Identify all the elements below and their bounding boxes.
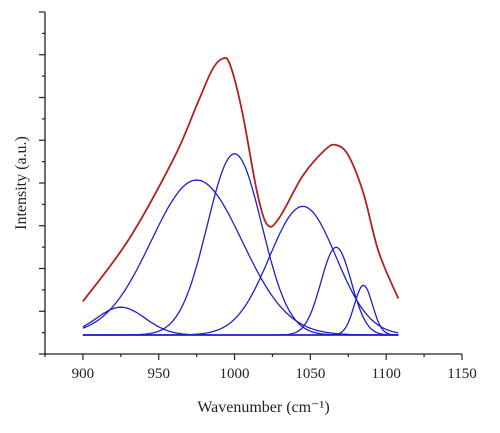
axis-frame — [44, 12, 462, 355]
component-curves — [82, 153, 399, 336]
component-curve — [82, 153, 399, 336]
sum-curve-group — [82, 56, 400, 302]
x-tick-label: 1000 — [220, 366, 250, 382]
x-tick-label: 1100 — [371, 366, 400, 382]
axes: 900 950 1000 1050 1100 1150 — [39, 11, 477, 382]
component-curve — [82, 284, 399, 336]
x-tick-label: 1150 — [447, 366, 476, 382]
component-curve — [82, 246, 399, 336]
x-tick-label: 1050 — [295, 366, 325, 382]
x-tick-label: 950 — [147, 366, 170, 382]
x-tick-label: 900 — [72, 366, 95, 382]
y-axis-title: Intensity (a.u.) — [13, 136, 30, 230]
x-axis-title: Wavenumber (cm⁻¹) — [197, 399, 329, 416]
sum-curve — [82, 56, 400, 302]
